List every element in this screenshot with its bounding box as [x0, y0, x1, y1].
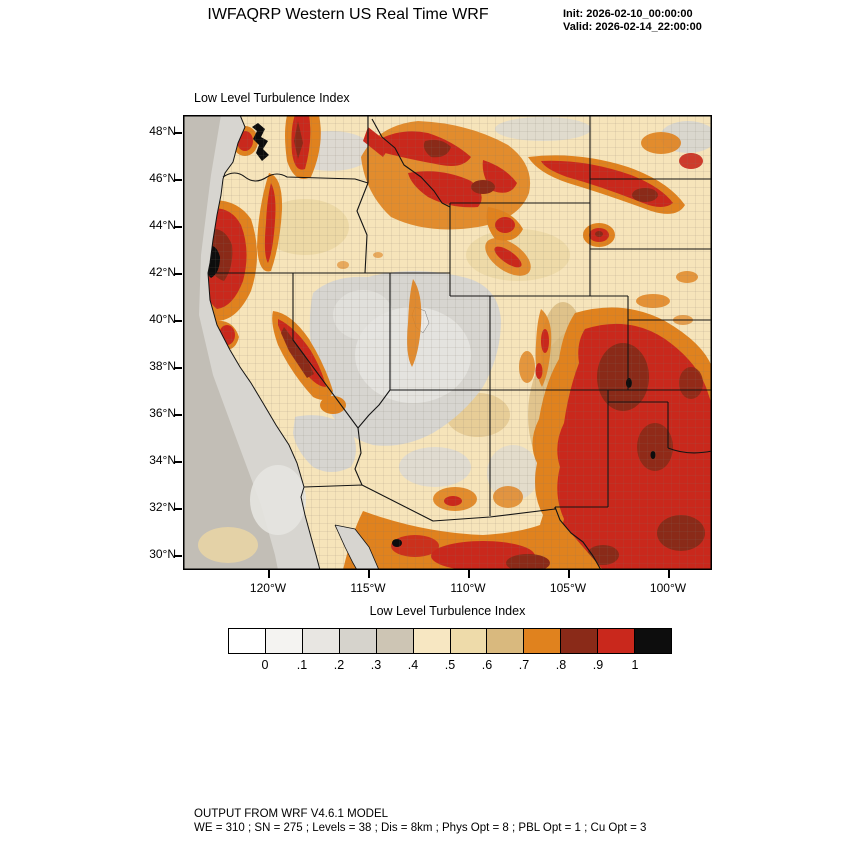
lat-tick-label: 44°N: [149, 218, 176, 232]
lat-tick-label: 34°N: [149, 453, 176, 467]
colorbar-box: [229, 629, 266, 653]
run-timestamps: Init: 2026-02-10_00:00:00 Valid: 2026-02…: [563, 8, 702, 34]
colorbar-box: [561, 629, 599, 653]
lat-tick-label: 32°N: [149, 500, 176, 514]
lat-tick-label: 48°N: [149, 124, 176, 138]
valid-timestamp: Valid: 2026-02-14_22:00:00: [563, 21, 702, 33]
colorbar-box: [598, 629, 636, 653]
lon-tick-mark: [568, 570, 570, 578]
footer-config-line: WE = 310 ; SN = 275 ; Levels = 38 ; Dis …: [194, 822, 647, 834]
colorbar-tick-label: .6: [481, 658, 493, 672]
colorbar-box: [450, 629, 488, 653]
lon-tick-label: 105°W: [549, 581, 587, 595]
colorbar-box: [302, 629, 340, 653]
colorbar-box: [376, 629, 414, 653]
init-timestamp: Init: 2026-02-10_00:00:00: [563, 8, 693, 20]
colorbar-tick-label: 0: [261, 658, 269, 672]
colorbar-box: [413, 629, 451, 653]
colorbar-tick-label: .7: [518, 658, 530, 672]
lon-tick-label: 120°W: [249, 581, 287, 595]
lat-tick-label: 46°N: [149, 171, 176, 185]
lon-tick-label: 110°W: [450, 581, 486, 595]
lat-tick-label: 30°N: [149, 547, 176, 561]
colorbar-box: [265, 629, 303, 653]
lat-tick-label: 38°N: [149, 359, 176, 373]
lat-tick-mark: [174, 461, 182, 463]
lon-tick-mark: [268, 570, 270, 578]
colorbar-tick-label: .9: [592, 658, 604, 672]
lon-tick-mark: [368, 570, 370, 578]
state-borders: [208, 115, 713, 571]
colorbar-box: [635, 629, 672, 653]
page-title: IWFAQRP Western US Real Time WRF: [207, 6, 489, 23]
coastline: [207, 114, 321, 571]
lat-tick-mark: [174, 179, 182, 181]
colorbar-box: [524, 629, 562, 653]
colorbar-tick-label: 1: [631, 658, 639, 672]
colorbar-tick-label: .2: [333, 658, 345, 672]
lat-tick-mark: [174, 226, 182, 228]
lat-tick-mark: [174, 273, 182, 275]
colorbar-box: [339, 629, 377, 653]
map-plot: [183, 114, 716, 572]
lat-tick-label: 36°N: [149, 406, 176, 420]
map-subtitle: Low Level Turbulence Index: [194, 91, 350, 105]
colorbar-tick-label: .3: [370, 658, 382, 672]
lat-tick-label: 42°N: [149, 265, 176, 279]
colorbar-box: [487, 629, 525, 653]
lon-tick-label: 100°W: [649, 581, 687, 595]
colorbar: [228, 628, 672, 654]
lat-tick-mark: [174, 320, 182, 322]
colorbar-tick-label: .4: [407, 658, 419, 672]
colorbar-tick-label: .8: [555, 658, 567, 672]
colorbar-title: Low Level Turbulence Index: [369, 604, 526, 618]
lon-tick-mark: [668, 570, 670, 578]
map-image: [183, 114, 716, 572]
plot-frame: [183, 115, 712, 570]
lat-tick-mark: [174, 367, 182, 369]
lat-tick-mark: [174, 555, 182, 557]
colorbar-tick-label: .5: [444, 658, 456, 672]
lat-tick-label: 40°N: [149, 312, 176, 326]
colorbar-tick-label: .1: [296, 658, 308, 672]
lat-tick-mark: [174, 132, 182, 134]
footer-model-line: OUTPUT FROM WRF V4.6.1 MODEL: [194, 808, 389, 820]
lon-tick-mark: [468, 570, 470, 578]
lon-tick-label: 115°W: [350, 581, 386, 595]
lat-tick-mark: [174, 508, 182, 510]
lat-tick-mark: [174, 414, 182, 416]
